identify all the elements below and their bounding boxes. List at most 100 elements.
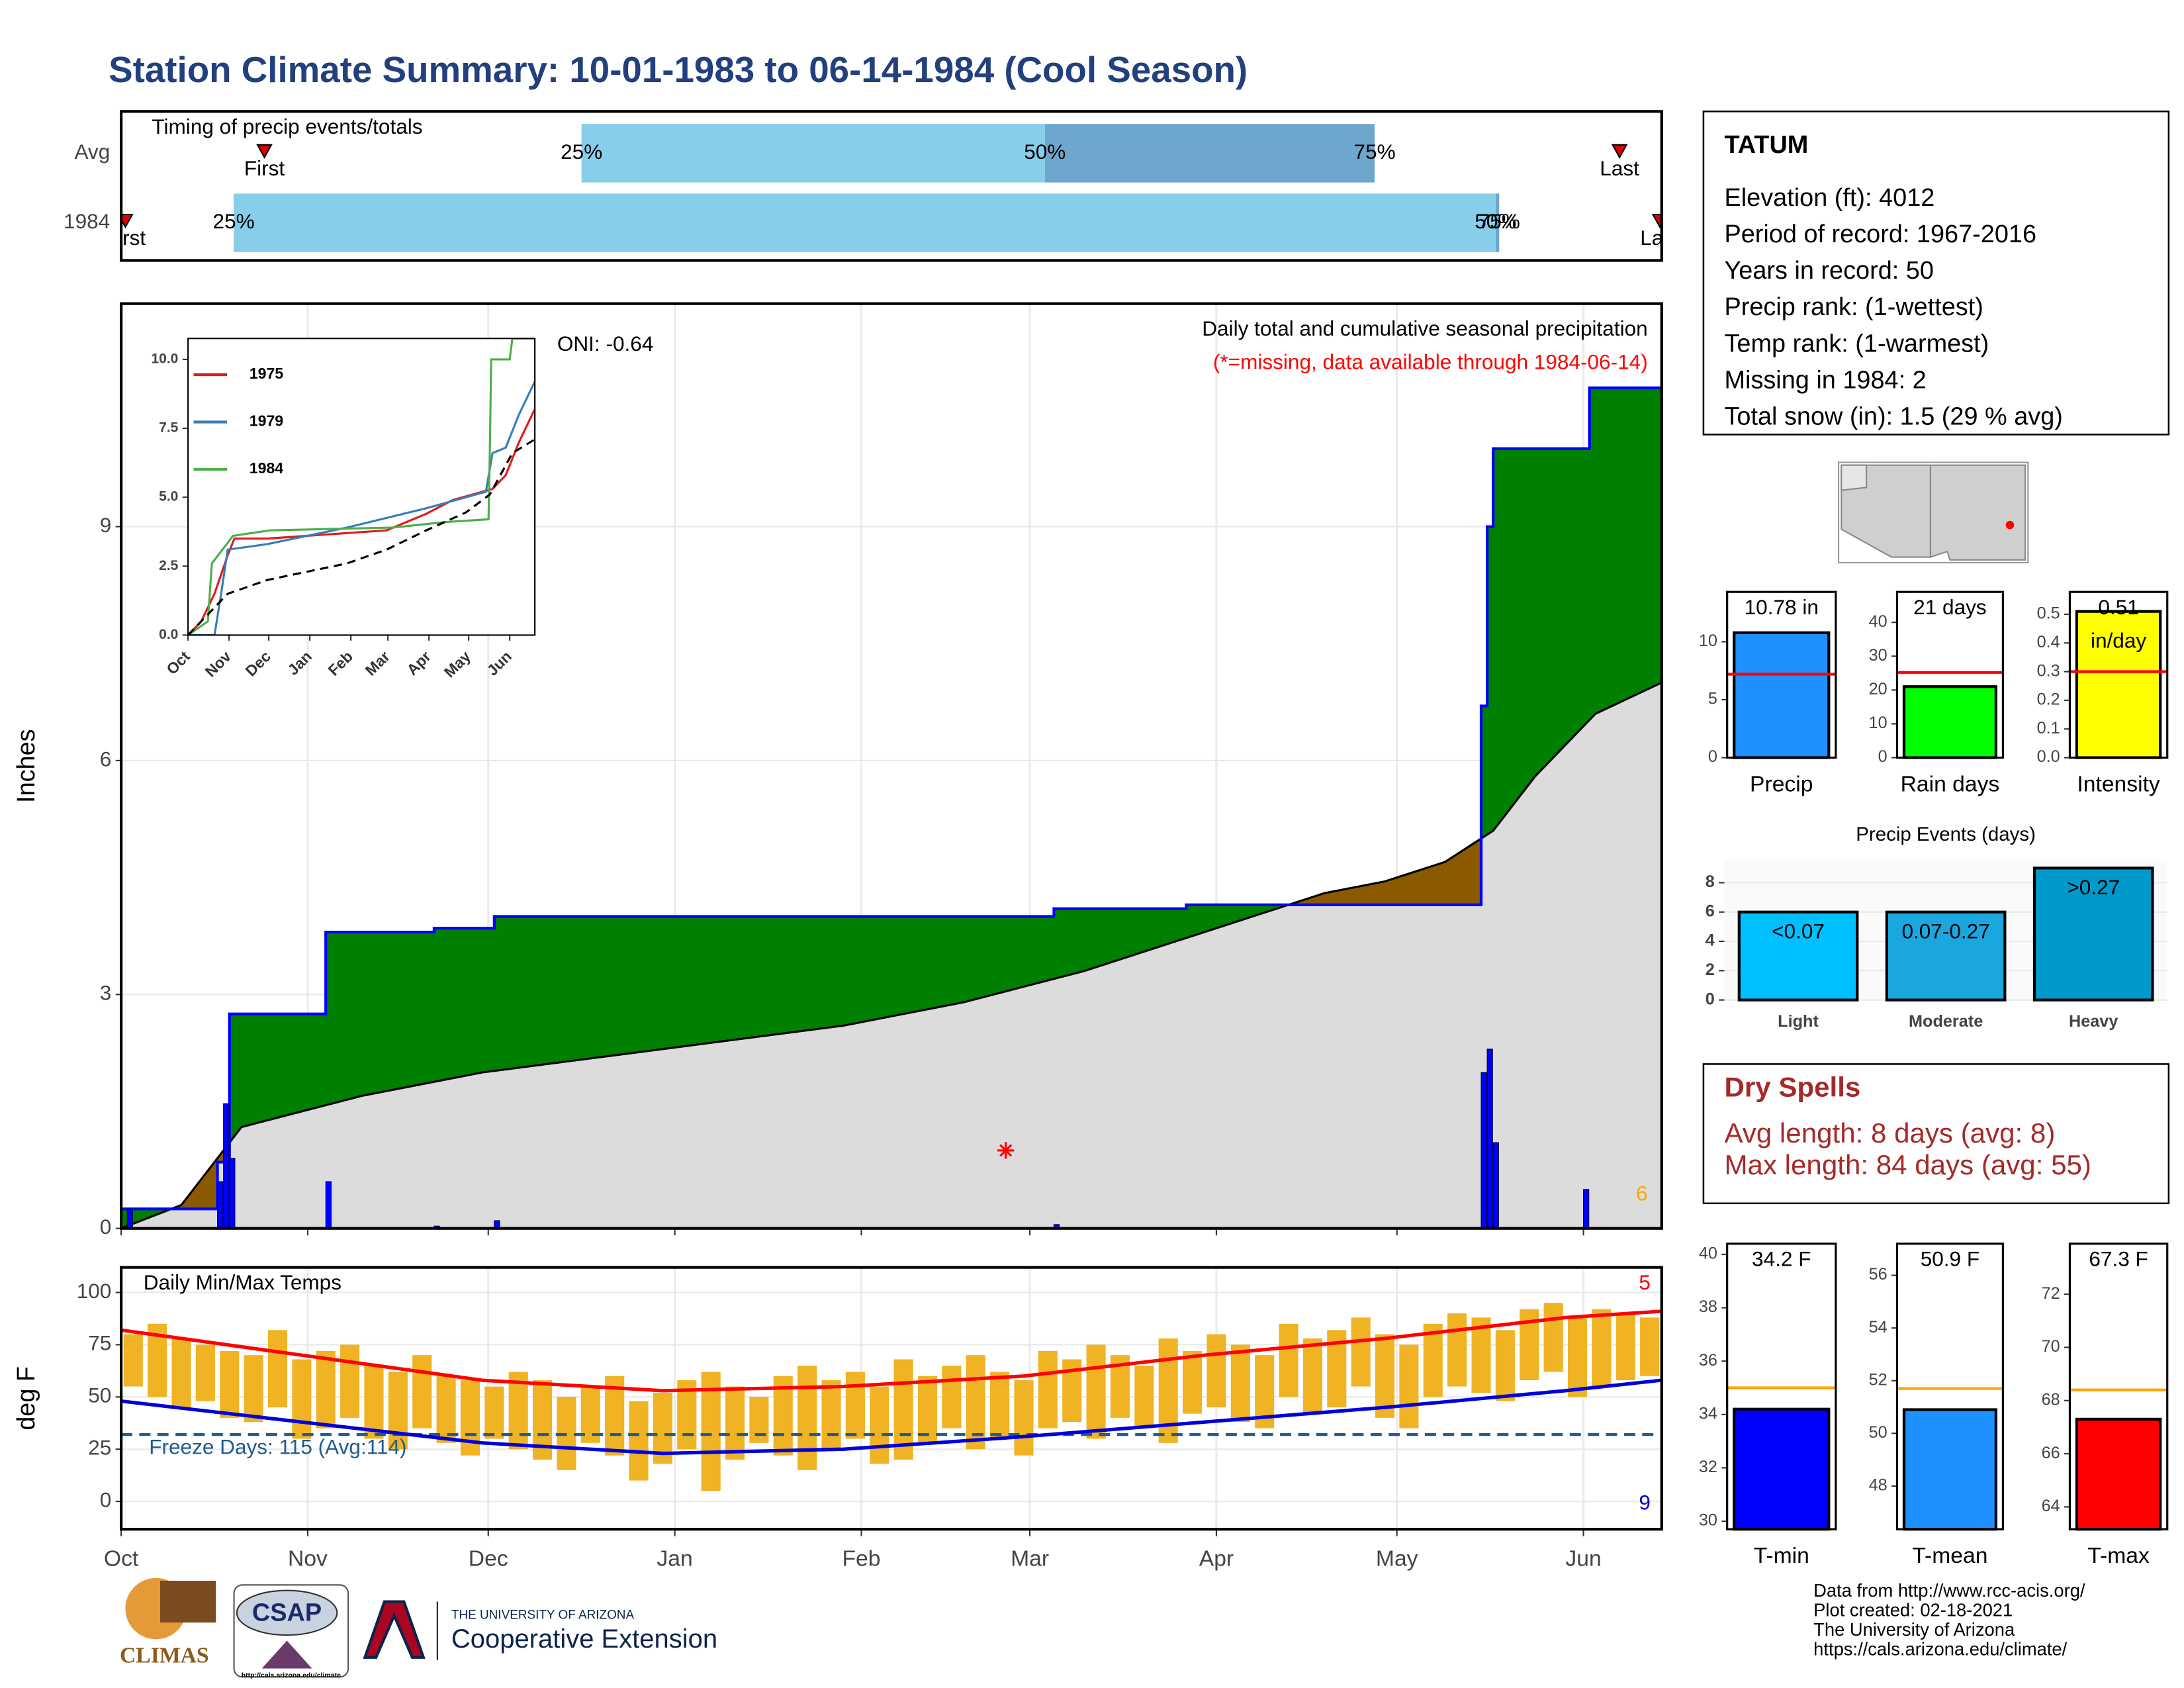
y-tick-label: 0 — [1878, 747, 1888, 766]
x-tick-label: Oct — [104, 1546, 139, 1571]
temp-bar — [1158, 1338, 1178, 1443]
dry-spell-info: Max length: 84 days (avg: 55) — [1724, 1149, 2091, 1180]
temp-bar — [1279, 1323, 1298, 1397]
value-label: <0.07 — [1772, 919, 1825, 943]
missing-marker — [997, 1142, 1015, 1159]
category-label: Rain days — [1901, 773, 2000, 797]
csap-cloud — [236, 1589, 338, 1636]
station-info: Precip rank: (1-wettest) — [1724, 293, 1983, 321]
oni-annotation: ONI: -0.64 — [557, 332, 654, 355]
series-line — [188, 338, 535, 635]
legend-label: 1984 — [250, 459, 284, 477]
y-tick-label: 0.4 — [2037, 633, 2060, 651]
panel-frame — [119, 302, 1663, 1230]
y-tick-label: 6 — [100, 747, 112, 771]
category-label: T-mean — [1912, 1544, 1987, 1568]
csap-url: http://cals.arizona.edu/climate — [242, 1671, 341, 1679]
category-label: T-max — [2087, 1544, 2150, 1568]
footer-line: https://cals.arizona.edu/climate/ — [1813, 1638, 2067, 1659]
footer-line: Plot created: 02-18-2021 — [1813, 1600, 2013, 1620]
temp-bar — [701, 1372, 721, 1491]
quartile-label: 25% — [213, 209, 255, 233]
y-tick-label: 4 — [1706, 931, 1715, 950]
temp-bar — [220, 1350, 240, 1418]
panel-frame — [2068, 590, 2169, 759]
y-tick-label: 6 — [1706, 902, 1715, 920]
temp-bar — [508, 1372, 528, 1450]
value-label: 0.07-0.27 — [1901, 919, 1989, 943]
temp-bar — [1086, 1344, 1106, 1439]
freeze-annotation: Freeze Days: 115 (Avg:114) — [149, 1435, 406, 1459]
temp-bar — [845, 1372, 865, 1439]
temp-bar — [870, 1386, 889, 1464]
extension-text: Cooperative Extension — [451, 1624, 717, 1654]
y-tick-label: 25 — [88, 1436, 111, 1460]
y-axis-label: Inches — [13, 729, 40, 803]
dry-spell-lines: Avg length: 8 days (avg: 8)Max length: 8… — [1724, 1117, 2091, 1180]
station-box — [1702, 111, 2170, 436]
temp-bar — [1423, 1323, 1443, 1397]
y-tick-label: 40 — [1869, 612, 1888, 631]
temp-bar — [1615, 1313, 1635, 1381]
quartile-bar — [581, 124, 1045, 183]
station-info: Years in record: 50 — [1724, 257, 1933, 285]
x-tick-label: Jun — [1565, 1546, 1601, 1571]
y-axis-label: deg F — [13, 1366, 40, 1430]
temp-bar — [1447, 1313, 1467, 1387]
y-tick-label: 2 — [1706, 961, 1715, 979]
y-tick-label: 32 — [1699, 1458, 1717, 1476]
corner-label: 6 — [1636, 1182, 1648, 1205]
panel-frame — [1726, 1243, 1837, 1530]
quartile-label: 25% — [561, 140, 602, 164]
station-name: TATUM — [1724, 131, 1808, 159]
temp-bar — [460, 1380, 480, 1456]
series-line — [188, 438, 535, 635]
y-tick-label: 2.5 — [159, 558, 179, 573]
climas-text: CLIMAS — [120, 1643, 209, 1667]
y-tick-label: 50 — [88, 1383, 111, 1407]
y-tick-label: 56 — [1869, 1265, 1888, 1284]
dry-spells-box — [1702, 1063, 2170, 1205]
y-tick-label: 7.5 — [159, 420, 179, 436]
quartile-label: 75% — [1479, 209, 1520, 233]
y-tick-label: 5.0 — [159, 489, 178, 504]
y-tick-label: 0.5 — [2037, 604, 2060, 623]
temp-bar — [1375, 1334, 1395, 1418]
bar — [1902, 685, 1997, 759]
temp-bar — [388, 1372, 408, 1450]
panel-background — [188, 338, 535, 635]
y-tick-label: 0 — [100, 1215, 112, 1239]
y-tick-label: 10 — [1699, 632, 1717, 650]
quartile-label: 50% — [1024, 140, 1066, 164]
temp-bar — [1230, 1344, 1250, 1423]
series-line — [188, 408, 535, 635]
average-line — [120, 681, 1662, 1230]
locator-map — [1838, 461, 2029, 564]
value-label: 21 days — [1913, 595, 1987, 619]
temp-bar — [340, 1344, 360, 1418]
chart-subtitle: (*=missing, data available through 1984-… — [1213, 350, 1648, 373]
cumulative-line — [121, 386, 1662, 1211]
temp-bar — [1014, 1380, 1034, 1456]
climas-logo — [160, 1580, 216, 1623]
footer-line: Data from http://www.rcc-acis.org/ — [1813, 1580, 2085, 1601]
daily-bar — [223, 1103, 230, 1229]
y-tick-label: 8 — [1706, 872, 1715, 891]
quartile-label: 75% — [1353, 140, 1395, 164]
value-label: >0.27 — [2067, 875, 2120, 899]
y-tick-label: 50 — [1869, 1423, 1888, 1442]
y-tick-label: 70 — [2042, 1337, 2060, 1356]
logos: CLIMAS CSAP http://cals.arizona.edu/clim… — [120, 1577, 717, 1679]
event-label: First — [244, 156, 285, 180]
station-lines: Elevation (ft): 4012 Period of record: 19… — [1724, 184, 2062, 431]
temp-bar — [364, 1365, 384, 1439]
temp-bar — [1302, 1338, 1322, 1414]
x-tick-label: Mar — [1011, 1546, 1049, 1571]
daily-bar — [217, 1181, 224, 1229]
record-low-count: 9 — [1639, 1491, 1651, 1515]
temp-bar — [412, 1355, 432, 1429]
x-tick-label: Apr — [1199, 1546, 1234, 1571]
bar — [2075, 1417, 2162, 1531]
row-label: Avg — [74, 140, 110, 164]
